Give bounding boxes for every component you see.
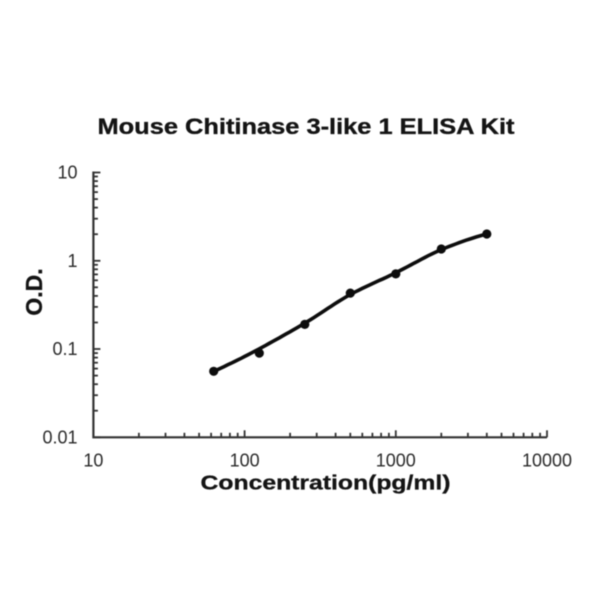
svg-text:Mouse Chitinase 3-like 1 ELISA: Mouse Chitinase 3-like 1 ELISA Kit xyxy=(98,114,516,139)
svg-text:0.01: 0.01 xyxy=(42,427,77,447)
svg-text:0.1: 0.1 xyxy=(52,339,77,359)
svg-text:10: 10 xyxy=(57,163,77,183)
svg-text:Concentration(pg/ml): Concentration(pg/ml) xyxy=(201,473,451,495)
svg-text:100: 100 xyxy=(230,451,260,471)
svg-text:10: 10 xyxy=(83,451,103,471)
svg-text:1: 1 xyxy=(67,251,77,271)
svg-text:10000: 10000 xyxy=(522,451,572,471)
svg-text:1000: 1000 xyxy=(376,451,416,471)
svg-text:O.D.: O.D. xyxy=(21,268,47,315)
